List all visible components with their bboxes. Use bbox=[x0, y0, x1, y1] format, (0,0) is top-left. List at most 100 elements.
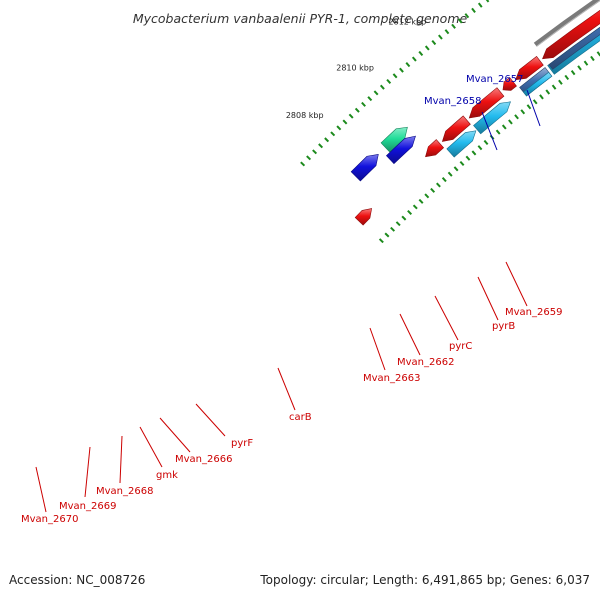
tick-mark bbox=[471, 7, 476, 13]
tick-mark bbox=[483, 139, 489, 146]
label-leader-line bbox=[505, 261, 528, 307]
tick-mark bbox=[495, 129, 501, 135]
forward-cds bbox=[425, 139, 445, 158]
tick-mark bbox=[459, 160, 465, 167]
tick-mark bbox=[354, 107, 360, 113]
label-leader-line bbox=[35, 466, 47, 513]
tick-label: 2812 kbp bbox=[389, 18, 427, 27]
tick-mark bbox=[471, 150, 477, 156]
tick-mark bbox=[418, 50, 424, 57]
gene-label: carB bbox=[289, 412, 312, 423]
tick-mark bbox=[464, 13, 470, 19]
forward-cds bbox=[515, 55, 544, 81]
genome-backbone bbox=[533, 0, 600, 47]
accession-text: Accession: NC_008726 bbox=[9, 573, 146, 587]
gene-label: gmk bbox=[156, 470, 178, 481]
tick-mark bbox=[431, 39, 437, 46]
forward-cds bbox=[354, 208, 373, 226]
label-leader-line bbox=[277, 367, 296, 411]
tick-mark bbox=[342, 119, 348, 125]
gene-label: Mvan_2658 bbox=[424, 96, 481, 107]
tick-label: 2810 kbp bbox=[336, 63, 374, 72]
tick-mark bbox=[411, 56, 417, 62]
label-leader-line bbox=[119, 435, 123, 484]
tick-mark bbox=[330, 131, 336, 137]
tick-mark bbox=[545, 89, 551, 95]
forward-cds bbox=[542, 9, 600, 60]
map-title: Mycobacterium vanbaalenii PYR-1, complet… bbox=[133, 11, 468, 26]
tick-mark bbox=[401, 215, 407, 221]
tick-mark bbox=[424, 45, 430, 51]
reverse-light-cds bbox=[446, 130, 477, 158]
tick-mark bbox=[378, 238, 384, 244]
gene-label: Mvan_2666 bbox=[175, 454, 232, 465]
gene-labels: Mvan_2657 Mvan_2658 Mvan_2659 pyrB pyrC Mvan_… bbox=[21, 74, 562, 525]
label-leader-line bbox=[526, 89, 541, 127]
tick-mark bbox=[438, 34, 443, 40]
gene-label: Mvan_2670 bbox=[21, 514, 78, 525]
tick-mark bbox=[399, 67, 404, 73]
tick-mark bbox=[392, 73, 398, 79]
tick-mark bbox=[361, 101, 366, 107]
tick-mark bbox=[453, 166, 459, 172]
tick-mark bbox=[447, 171, 453, 177]
tick-mark bbox=[300, 161, 306, 167]
tick-mark bbox=[457, 18, 463, 24]
tick-mark bbox=[444, 29, 450, 35]
outer-reverse-cds bbox=[385, 135, 416, 165]
tick-mark bbox=[405, 62, 411, 68]
label-leader-line bbox=[434, 295, 459, 341]
tick-mark bbox=[590, 55, 595, 62]
label-leader-line bbox=[195, 403, 226, 437]
gene-label: Mvan_2657 bbox=[466, 74, 523, 85]
tick-grid: 2822 kbp2820 kbp2818 kbp2816 kbp2814 kbp… bbox=[286, 0, 600, 244]
tick-mark bbox=[451, 23, 456, 29]
tick-mark bbox=[384, 232, 390, 238]
tick-mark bbox=[465, 155, 471, 161]
tick-mark bbox=[520, 109, 526, 115]
tick-mark bbox=[477, 145, 483, 151]
label-leader-line bbox=[369, 327, 386, 371]
tick-mark bbox=[386, 78, 392, 85]
label-leader-line bbox=[84, 446, 91, 498]
tick-mark bbox=[508, 119, 513, 125]
topology-text: Topology: circular; Length: 6,491,865 bp… bbox=[260, 573, 590, 587]
tick-mark bbox=[430, 187, 436, 193]
label-leader-line bbox=[399, 313, 421, 356]
tick-mark bbox=[412, 204, 418, 210]
steel-feature bbox=[548, 26, 600, 70]
tick-mark bbox=[501, 124, 507, 130]
tick-mark bbox=[551, 84, 557, 90]
label-leader-line bbox=[477, 276, 499, 321]
tick-mark bbox=[564, 74, 570, 81]
gene-label: Mvan_2662 bbox=[397, 357, 454, 368]
outer-reverse-cds bbox=[350, 154, 379, 182]
tick-mark bbox=[395, 221, 401, 227]
tick-mark bbox=[485, 0, 490, 3]
gene-label: Mvan_2668 bbox=[96, 486, 153, 497]
reverse-light-cds bbox=[473, 101, 511, 135]
tick-mark bbox=[477, 2, 483, 8]
tick-mark bbox=[312, 149, 318, 155]
tick-mark bbox=[577, 65, 582, 71]
label-leader-line bbox=[159, 417, 191, 453]
tick-mark bbox=[514, 114, 519, 120]
tick-mark bbox=[407, 210, 413, 215]
tick-mark bbox=[418, 198, 424, 204]
gene-label: Mvan_2659 bbox=[505, 307, 562, 318]
tick-mark bbox=[570, 70, 576, 76]
gene-label: pyrF bbox=[231, 438, 253, 449]
backbone-outer bbox=[533, 0, 600, 47]
tick-label: 2808 kbp bbox=[286, 111, 324, 120]
tick-mark bbox=[306, 155, 312, 161]
gene-label: pyrC bbox=[449, 341, 472, 352]
tick-mark bbox=[526, 104, 532, 110]
tick-mark bbox=[436, 182, 441, 188]
label-leader-line bbox=[139, 426, 163, 468]
tick-mark bbox=[336, 125, 342, 131]
tick-mark bbox=[348, 113, 354, 119]
tick-mark bbox=[424, 193, 430, 199]
gene-label: pyrB bbox=[492, 321, 515, 332]
tick-mark bbox=[324, 137, 330, 143]
tick-mark bbox=[373, 90, 379, 96]
